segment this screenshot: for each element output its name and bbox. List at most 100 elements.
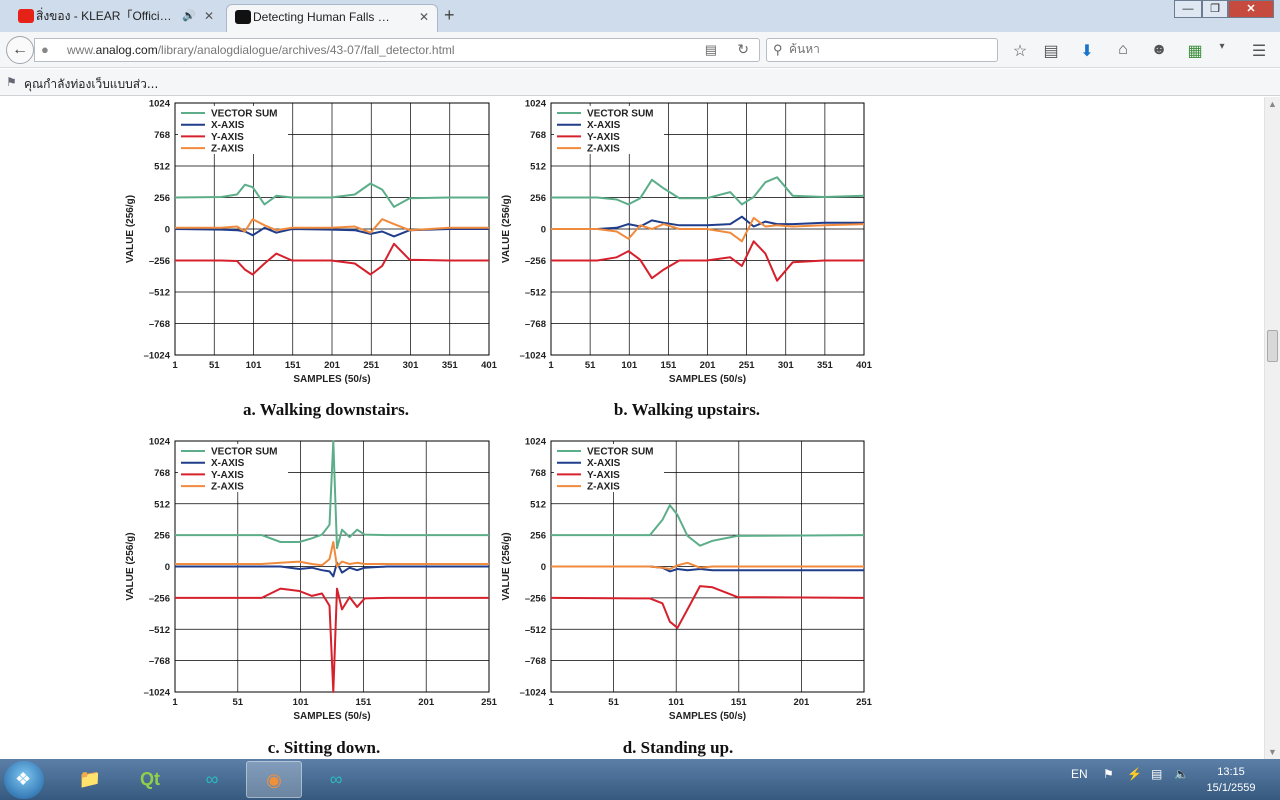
y-tick-label: –768: [149, 656, 170, 667]
legend-label: Z-AXIS: [587, 144, 620, 155]
url-bar[interactable]: ● www.analog.com/library/analogdialogue/…: [34, 38, 760, 62]
x-tick-label: 251: [856, 697, 873, 708]
x-tick-label: 151: [285, 360, 302, 371]
window-titlebar: สิ่งของ - KLEAR「Official... 🔊 ✕ Detectin…: [0, 0, 1280, 32]
x-tick-label: 151: [731, 697, 748, 708]
download-icon[interactable]: ⬇: [1080, 43, 1094, 60]
x-tick-label: 101: [668, 697, 685, 708]
y-tick-label: –768: [525, 319, 546, 330]
new-tab-button[interactable]: +: [444, 5, 455, 25]
legend-label: X-AXIS: [211, 120, 245, 131]
legend-label: VECTOR SUM: [587, 447, 654, 458]
scroll-up-icon[interactable]: ▲: [1268, 99, 1277, 109]
start-button[interactable]: ❖: [4, 761, 44, 799]
power-icon[interactable]: ⚡: [1127, 767, 1142, 781]
scrollbar-thumb[interactable]: [1267, 330, 1278, 362]
y-tick-label: 768: [530, 468, 546, 479]
y-axis-label: VALUE (256/g): [501, 195, 512, 263]
bookmark-folder-icon: ⚑: [6, 75, 17, 89]
series-line-z-axis: [551, 561, 864, 570]
url-text[interactable]: www.analog.com/library/analogdialogue/ar…: [67, 43, 455, 57]
bookmarks-bar: ⚑ คุณกำลังท่องเว็บแบบส่ว...: [0, 69, 1280, 96]
back-button[interactable]: ←: [6, 36, 34, 64]
x-tick-label: 251: [739, 360, 756, 371]
vertical-scrollbar[interactable]: ▲ ▼: [1264, 97, 1280, 759]
y-tick-label: –768: [525, 656, 546, 667]
chat-icon[interactable]: ☻: [1150, 41, 1168, 58]
y-tick-label: –512: [525, 625, 546, 636]
tab-fall-detector[interactable]: Detecting Human Falls wit... ✕: [226, 4, 438, 32]
x-tick-label: 301: [403, 360, 420, 371]
reload-icon[interactable]: ↻: [737, 41, 749, 57]
bookmark-item[interactable]: คุณกำลังท่องเว็บแบบส่ว...: [24, 77, 159, 91]
x-tick-label: 51: [585, 360, 596, 371]
search-icon: ⚲: [773, 42, 783, 57]
caption-c: c. Sitting down.: [267, 738, 381, 757]
y-tick-label: 256: [530, 531, 546, 542]
firefox-icon[interactable]: ◉: [246, 761, 302, 798]
home-icon[interactable]: ⌂: [1118, 41, 1128, 58]
y-tick-label: –1024: [520, 351, 547, 362]
volume-icon[interactable]: 🔈: [1174, 767, 1189, 781]
legend-label: VECTOR SUM: [211, 447, 278, 458]
y-tick-label: 1024: [149, 437, 171, 448]
reader-view-icon[interactable]: ▤: [704, 42, 717, 57]
y-tick-label: –512: [525, 288, 546, 299]
reading-list-icon[interactable]: ▤: [1043, 43, 1059, 60]
x-axis-label: SAMPLES (50/s): [293, 711, 370, 722]
caption-a: a. Walking downstairs.: [243, 400, 409, 419]
x-tick-label: 101: [621, 360, 638, 371]
y-tick-label: 512: [154, 499, 170, 510]
x-tick-label: 51: [608, 697, 619, 708]
arduino-icon[interactable]: ∞: [329, 769, 343, 789]
series-line-y-axis: [175, 587, 489, 693]
addon-icon[interactable]: ▦: [1187, 43, 1203, 60]
speaker-icon[interactable]: 🔊: [182, 10, 196, 22]
close-tab-icon[interactable]: ✕: [418, 10, 429, 24]
x-tick-label: 201: [324, 360, 341, 371]
close-tab-icon[interactable]: ✕: [203, 9, 214, 23]
x-tick-label: 1: [172, 697, 178, 708]
y-tick-label: –512: [149, 625, 170, 636]
windows-icon: ❖: [15, 769, 32, 789]
x-tick-label: 101: [293, 697, 310, 708]
x-tick-label: 301: [778, 360, 795, 371]
series-line-vector-sum: [174, 182, 489, 208]
x-tick-label: 201: [793, 697, 810, 708]
legend-label: Z-AXIS: [587, 482, 620, 493]
menu-icon[interactable]: ☰: [1251, 43, 1267, 60]
series-line-z-axis: [551, 216, 865, 243]
x-tick-label: 351: [817, 360, 834, 371]
x-tick-label: 101: [246, 360, 263, 371]
x-tick-label: 251: [363, 360, 380, 371]
play-icon: [235, 10, 251, 24]
x-tick-label: 201: [418, 697, 435, 708]
search-box[interactable]: ⚲: [766, 38, 998, 62]
legend-label: Y-AXIS: [587, 470, 620, 481]
y-tick-label: –1024: [144, 351, 171, 362]
series-line-z-axis: [175, 218, 489, 234]
y-tick-label: 0: [541, 562, 546, 573]
dropdown-icon[interactable]: ▾: [1219, 41, 1225, 52]
network-icon[interactable]: ▤: [1151, 767, 1163, 781]
scroll-down-icon[interactable]: ▼: [1268, 747, 1277, 757]
y-tick-label: –256: [149, 256, 170, 267]
arduino-icon[interactable]: ∞: [205, 769, 219, 789]
minimize-button[interactable]: —: [1174, 0, 1202, 18]
bookmark-star-icon[interactable]: ☆: [1012, 43, 1028, 60]
qt-creator-icon[interactable]: Qt: [140, 769, 160, 789]
explorer-icon[interactable]: 📁: [78, 769, 102, 789]
site-info-icon[interactable]: ●: [41, 42, 49, 57]
system-clock[interactable]: 13:15 15/1/2559: [1196, 764, 1266, 796]
maximize-button[interactable]: ❐: [1202, 0, 1228, 18]
language-indicator[interactable]: EN: [1071, 767, 1088, 781]
series-line-vector-sum: [551, 504, 865, 547]
tab-youtube[interactable]: สิ่งของ - KLEAR「Official... 🔊 ✕: [10, 4, 222, 32]
legend-label: Z-AXIS: [211, 482, 244, 493]
legend-label: Y-AXIS: [211, 132, 244, 143]
y-tick-label: 512: [154, 162, 170, 173]
close-window-button[interactable]: ✕: [1228, 0, 1274, 18]
action-center-icon[interactable]: ⚑: [1103, 767, 1114, 781]
series-line-y-axis: [550, 585, 865, 629]
search-input[interactable]: [789, 42, 989, 56]
